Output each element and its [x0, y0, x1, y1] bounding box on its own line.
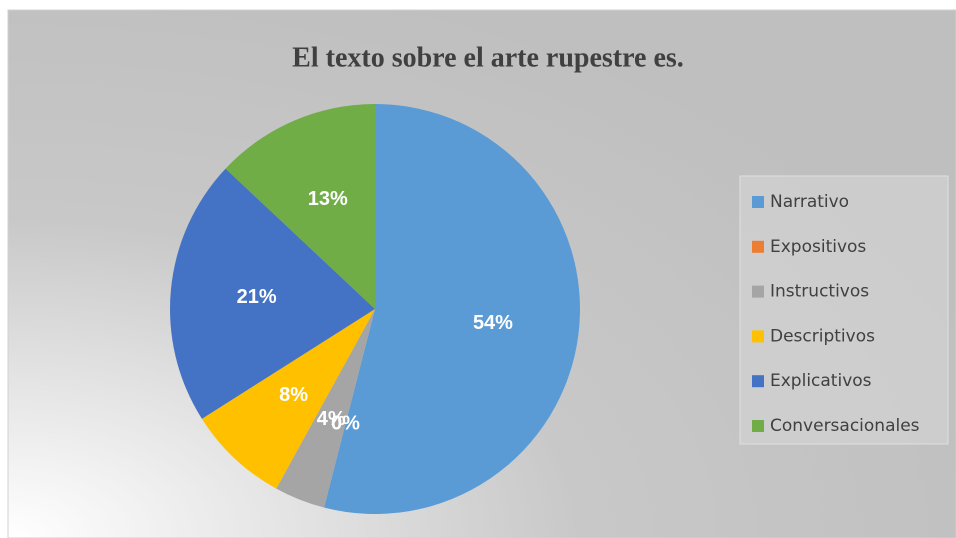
legend — [739, 175, 949, 445]
chart-title: El texto sobre el arte rupestre es. — [292, 42, 684, 73]
legend-swatch — [752, 375, 764, 388]
legend-label: Expositivos — [770, 237, 866, 257]
legend-label: Descriptivos — [770, 326, 875, 346]
data-label: 13% — [308, 188, 348, 210]
pie-slice — [324, 104, 581, 514]
pie-slice — [225, 104, 375, 309]
legend-label: Instructivos — [770, 282, 869, 302]
legend-swatch — [752, 240, 764, 253]
legend-label: Explicativos — [770, 371, 872, 391]
pie-slice — [276, 309, 375, 508]
legend-swatch — [752, 420, 764, 432]
data-label: 4% — [317, 408, 346, 430]
legend-label: Conversacionales — [770, 416, 920, 436]
data-label: 54% — [473, 312, 513, 334]
data-label: 0% — [331, 412, 360, 434]
legend-label: Narrativo — [770, 192, 849, 212]
legend-swatch — [752, 330, 764, 343]
legend-swatch — [752, 196, 764, 208]
pie-slice — [170, 168, 375, 419]
data-label: 8% — [279, 384, 308, 406]
pie-slice — [201, 309, 375, 489]
legend-swatch — [752, 285, 764, 298]
data-label: 21% — [237, 286, 277, 308]
